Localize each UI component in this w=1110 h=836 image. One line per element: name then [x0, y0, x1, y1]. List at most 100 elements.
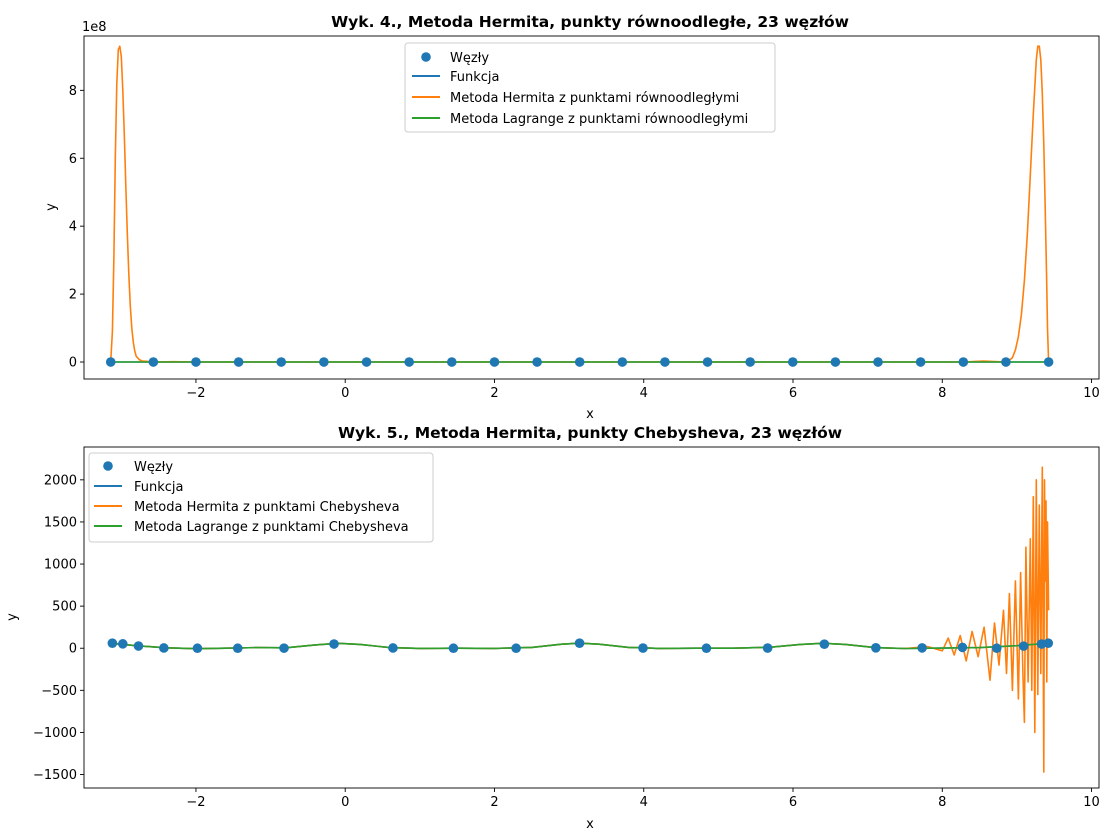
lagrange-line [110, 642, 1049, 650]
x-tick-label: 2 [490, 386, 498, 401]
node-point [1001, 357, 1011, 367]
node-point [1043, 638, 1054, 648]
node-point [276, 357, 287, 367]
node-point [660, 357, 670, 367]
node-point [1018, 641, 1029, 651]
y-tick-label: −1500 [33, 768, 77, 783]
node-point [148, 357, 159, 367]
node-point [762, 643, 773, 653]
chart-title: Wyk. 5., Metoda Hermita, punkty Chebyshe… [338, 424, 842, 442]
node-point [233, 357, 244, 367]
y-scale-offset-label: 1e8 [82, 20, 107, 35]
legend-label-function: Funkcja [450, 70, 500, 85]
node-point [830, 357, 841, 367]
y-tick-label: 0 [69, 642, 77, 657]
y-tick-label: 2000 [44, 473, 77, 488]
legend-label-function: Funkcja [134, 480, 184, 495]
nodes-layer [105, 357, 1054, 367]
node-point [957, 642, 968, 653]
x-tick-label: 0 [341, 795, 349, 810]
legend: Węzły Funkcja Metoda Hermita z punktami … [88, 452, 434, 543]
legend-box [404, 42, 776, 133]
node-point [532, 357, 542, 367]
node-point [915, 357, 926, 367]
axes-frame [83, 446, 1100, 789]
y-tick-label: 8 [69, 84, 77, 99]
legend-marker-nodes [421, 52, 431, 62]
y-tick-label: 0 [69, 356, 77, 371]
node-point [787, 357, 798, 367]
axes-frame [83, 35, 1100, 380]
x-tick-label: −2 [186, 386, 205, 401]
nodes-layer [107, 638, 1054, 654]
chart-title: Wyk. 4., Metoda Hermita, punkty równoodl… [331, 13, 849, 31]
x-tick-label: 8 [938, 386, 946, 401]
x-tick-label: 6 [789, 795, 797, 810]
y-axis-label: y [5, 613, 20, 621]
node-point [574, 638, 585, 648]
y-tick-label: −500 [41, 684, 77, 699]
node-point [159, 643, 169, 653]
node-point [489, 357, 500, 367]
node-point [638, 643, 648, 653]
node-point [701, 643, 712, 654]
node-point [133, 641, 144, 651]
y-tick-label: −1000 [33, 726, 77, 741]
tick-layer: −2 0 2 4 6 8 10 0 2 4 6 8 [69, 84, 1100, 401]
node-point [446, 357, 457, 367]
node-point [319, 357, 329, 367]
node-point [107, 638, 118, 648]
y-tick-label: 4 [69, 220, 77, 235]
node-point [388, 643, 398, 653]
node-point [873, 357, 883, 367]
y-tick-label: 1000 [44, 558, 77, 573]
x-tick-label: 2 [490, 795, 498, 810]
node-point [745, 357, 755, 367]
legend-label-nodes: Węzły [134, 460, 173, 475]
node-point [448, 643, 459, 654]
node-point [511, 643, 521, 654]
legend-label-lagrange: Metoda Lagrange z punktami Chebysheva [134, 520, 409, 535]
node-point [279, 643, 289, 653]
node-point [404, 357, 414, 367]
node-point [361, 357, 372, 367]
legend: Węzły Funkcja Metoda Hermita z punktami … [404, 42, 776, 133]
node-point [991, 643, 1002, 654]
legend-box [88, 452, 434, 543]
x-tick-label: 10 [1083, 386, 1100, 401]
y-tick-label: 2 [69, 288, 77, 303]
x-tick-label: 10 [1083, 795, 1100, 810]
legend-label-nodes: Węzły [450, 51, 489, 66]
series-layer [110, 466, 1050, 773]
x-axis-label: x [586, 817, 594, 832]
x-tick-label: 0 [341, 386, 349, 401]
node-point [118, 639, 128, 649]
chart-chebyshev: Wyk. 5., Metoda Hermita, punkty Chebyshe… [5, 424, 1100, 832]
y-tick-label: 1500 [44, 515, 77, 530]
node-point [329, 639, 339, 649]
node-point [702, 357, 713, 367]
node-point [958, 357, 969, 367]
legend-label-lagrange: Metoda Lagrange z punktami równoodległym… [450, 112, 748, 127]
y-tick-label: 500 [52, 600, 77, 615]
node-point [191, 357, 201, 367]
x-tick-label: 4 [640, 795, 648, 810]
y-tick-label: 6 [69, 152, 77, 167]
x-axis-label: x [586, 407, 594, 422]
legend-label-hermite: Metoda Hermita z punktami równoodległymi [450, 91, 739, 106]
node-point [232, 643, 243, 654]
node-point [819, 639, 830, 649]
node-point [917, 643, 927, 653]
x-tick-label: 8 [938, 795, 946, 810]
node-point [871, 643, 881, 653]
x-tick-label: 6 [789, 386, 797, 401]
legend-label-hermite: Metoda Hermita z punktami Chebysheva [134, 500, 400, 515]
x-tick-label: 4 [640, 386, 648, 401]
chart-equidistant: Wyk. 4., Metoda Hermita, punkty równoodl… [44, 13, 1100, 422]
node-point [574, 357, 585, 367]
node-point [192, 643, 203, 654]
tick-layer: −2 0 2 4 6 8 10 −1500 −1000 −500 0 500 1000 1500 2000 [33, 473, 1100, 810]
x-tick-label: −2 [186, 795, 205, 810]
